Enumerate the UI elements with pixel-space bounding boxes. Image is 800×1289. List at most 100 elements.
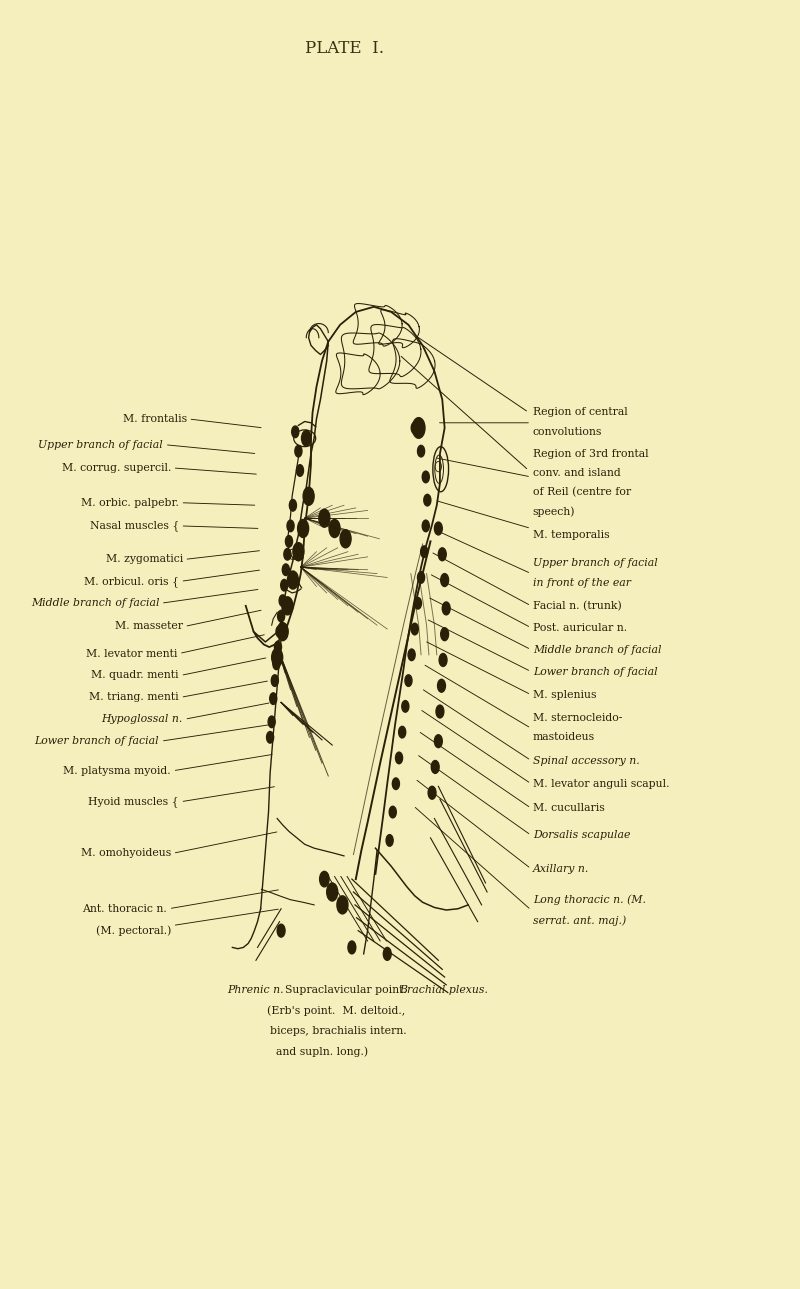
Circle shape bbox=[439, 654, 447, 666]
Circle shape bbox=[295, 446, 302, 456]
Text: Dorsalis scapulae: Dorsalis scapulae bbox=[533, 830, 630, 840]
Text: M. masseter: M. masseter bbox=[115, 621, 183, 632]
Circle shape bbox=[273, 657, 280, 670]
Text: Post. auricular n.: Post. auricular n. bbox=[533, 623, 627, 633]
Text: PLATE  I.: PLATE I. bbox=[305, 40, 383, 58]
Circle shape bbox=[421, 545, 428, 558]
Text: Spinal accessory n.: Spinal accessory n. bbox=[533, 755, 639, 766]
Circle shape bbox=[298, 519, 309, 538]
Text: Upper branch of facial: Upper branch of facial bbox=[533, 558, 658, 568]
Text: speech): speech) bbox=[533, 507, 575, 517]
Text: M. orbic. palpebr.: M. orbic. palpebr. bbox=[81, 498, 179, 508]
Text: Lower branch of facial: Lower branch of facial bbox=[533, 666, 658, 677]
Circle shape bbox=[392, 777, 399, 789]
Text: mastoideus: mastoideus bbox=[533, 732, 595, 742]
Circle shape bbox=[418, 446, 425, 456]
Circle shape bbox=[441, 574, 449, 586]
Circle shape bbox=[266, 731, 274, 742]
Text: M. levator menti: M. levator menti bbox=[86, 648, 178, 659]
Text: M. splenius: M. splenius bbox=[533, 690, 596, 700]
Circle shape bbox=[414, 597, 422, 610]
Circle shape bbox=[326, 883, 338, 901]
Circle shape bbox=[438, 548, 446, 561]
Text: M. omohyoideus: M. omohyoideus bbox=[81, 848, 171, 858]
Circle shape bbox=[411, 624, 418, 634]
Text: M. cucullaris: M. cucullaris bbox=[533, 803, 605, 813]
Circle shape bbox=[274, 641, 282, 652]
Text: M. platysma myoid.: M. platysma myoid. bbox=[63, 766, 171, 776]
Text: Axillary n.: Axillary n. bbox=[533, 864, 589, 874]
Text: Hypoglossal n.: Hypoglossal n. bbox=[102, 714, 183, 724]
Text: M. levator anguli scapul.: M. levator anguli scapul. bbox=[533, 779, 669, 789]
Text: Long thoracic n. (M.: Long thoracic n. (M. bbox=[533, 895, 646, 905]
Circle shape bbox=[277, 623, 288, 641]
Circle shape bbox=[292, 425, 298, 437]
Circle shape bbox=[319, 509, 330, 527]
Text: Phrenic n.: Phrenic n. bbox=[228, 985, 284, 995]
Circle shape bbox=[424, 495, 431, 507]
Circle shape bbox=[442, 602, 450, 615]
Circle shape bbox=[395, 751, 402, 763]
Text: biceps, brachialis intern.: biceps, brachialis intern. bbox=[270, 1026, 406, 1036]
Circle shape bbox=[411, 423, 418, 433]
Circle shape bbox=[348, 941, 356, 954]
Text: Ant. thoracic n.: Ant. thoracic n. bbox=[82, 904, 167, 914]
Circle shape bbox=[398, 727, 406, 737]
Text: Middle branch of facial: Middle branch of facial bbox=[30, 598, 159, 608]
Circle shape bbox=[428, 786, 436, 799]
Circle shape bbox=[431, 761, 439, 773]
Circle shape bbox=[276, 626, 283, 637]
Circle shape bbox=[287, 519, 294, 532]
Circle shape bbox=[287, 571, 298, 589]
Circle shape bbox=[272, 648, 282, 666]
Circle shape bbox=[383, 947, 391, 960]
Circle shape bbox=[405, 675, 412, 686]
Circle shape bbox=[434, 735, 442, 748]
Circle shape bbox=[337, 896, 348, 914]
Text: M. sternocleido-: M. sternocleido- bbox=[533, 713, 622, 723]
Text: (Erb's point.  M. deltoid.,: (Erb's point. M. deltoid., bbox=[267, 1005, 406, 1016]
Text: M. quadr. menti: M. quadr. menti bbox=[91, 670, 179, 681]
Text: M. zygomatici: M. zygomatici bbox=[106, 554, 183, 565]
Text: Upper branch of facial: Upper branch of facial bbox=[38, 440, 163, 450]
Circle shape bbox=[282, 565, 290, 575]
Circle shape bbox=[434, 522, 442, 535]
Circle shape bbox=[329, 519, 340, 538]
Text: Facial n. (trunk): Facial n. (trunk) bbox=[533, 601, 622, 611]
Text: Region of 3rd frontal: Region of 3rd frontal bbox=[533, 449, 648, 459]
Circle shape bbox=[284, 549, 291, 559]
Circle shape bbox=[290, 499, 297, 512]
Circle shape bbox=[413, 418, 425, 438]
Text: Brachial plexus.: Brachial plexus. bbox=[399, 985, 488, 995]
Circle shape bbox=[282, 597, 293, 615]
Text: and supln. long.): and supln. long.) bbox=[276, 1047, 369, 1057]
Circle shape bbox=[340, 530, 351, 548]
Text: convolutions: convolutions bbox=[533, 427, 602, 437]
Circle shape bbox=[268, 717, 275, 727]
Text: in front of the ear: in front of the ear bbox=[533, 577, 630, 588]
Circle shape bbox=[422, 519, 430, 532]
Text: M. frontalis: M. frontalis bbox=[122, 414, 186, 424]
Text: Middle branch of facial: Middle branch of facial bbox=[533, 644, 661, 655]
Circle shape bbox=[436, 705, 444, 718]
Circle shape bbox=[303, 487, 314, 505]
Circle shape bbox=[390, 807, 396, 819]
Circle shape bbox=[422, 472, 430, 482]
Circle shape bbox=[271, 675, 278, 686]
Text: M. temporalis: M. temporalis bbox=[533, 530, 610, 540]
Text: Region of central: Region of central bbox=[533, 407, 627, 418]
Text: Nasal muscles {: Nasal muscles { bbox=[90, 521, 179, 531]
Text: (M. pectoral.): (M. pectoral.) bbox=[96, 926, 171, 936]
Circle shape bbox=[386, 835, 393, 847]
Text: M. triang. menti: M. triang. menti bbox=[90, 692, 179, 703]
Text: conv. and island: conv. and island bbox=[533, 468, 621, 478]
Circle shape bbox=[302, 431, 311, 446]
Circle shape bbox=[297, 465, 303, 476]
Text: Hyoid muscles {: Hyoid muscles { bbox=[89, 797, 179, 807]
Text: M. orbicul. oris {: M. orbicul. oris { bbox=[84, 576, 179, 586]
Circle shape bbox=[286, 536, 293, 547]
Circle shape bbox=[277, 924, 285, 937]
Circle shape bbox=[320, 871, 329, 887]
Circle shape bbox=[441, 628, 449, 641]
Circle shape bbox=[408, 650, 415, 660]
